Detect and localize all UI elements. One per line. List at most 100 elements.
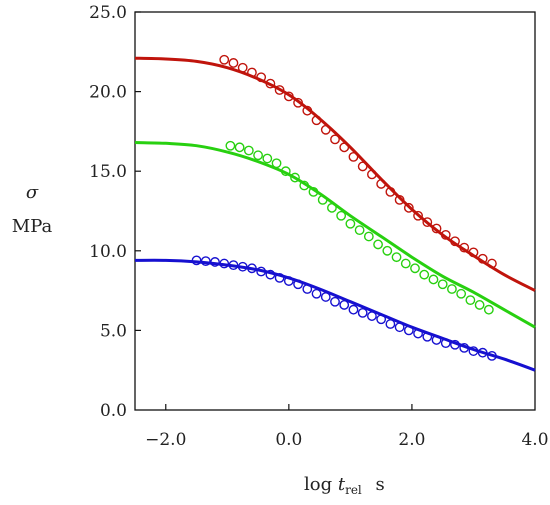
series-2-data-point (234, 142, 245, 153)
series-1-data-point (228, 58, 239, 68)
series-3-data-point (385, 319, 396, 329)
y-tick-label: 15.0 (89, 162, 127, 182)
series-1-data-point (348, 151, 359, 162)
plot-frame (134, 11, 536, 411)
series-1-data-point (376, 179, 387, 189)
series-2-data-point (308, 186, 319, 197)
series-3-data-point (440, 338, 451, 349)
series-1-data-point (394, 194, 405, 205)
series-3-data-point (403, 325, 414, 336)
y-tick-label: 0.0 (100, 401, 127, 421)
series-3-data-point (293, 279, 303, 290)
series-3-fit-line (134, 258, 536, 372)
series-1-data-point (302, 105, 313, 116)
y-tick-label: 10.0 (89, 242, 127, 262)
series-2-data-point (253, 150, 263, 161)
x-axis-label-prefix: log (304, 474, 332, 495)
series-1-data-point (339, 142, 350, 153)
series-2-data-point (280, 166, 291, 177)
series-2-data-point (373, 239, 383, 250)
series-1-data-point (385, 186, 396, 197)
series-layer (134, 54, 536, 372)
series-3-data-point (274, 272, 285, 283)
series-2-data-point (465, 295, 476, 306)
series-3-data-point (477, 347, 488, 358)
series-3-data-point (348, 304, 359, 315)
series-2-data-point (447, 284, 457, 294)
y-axis-label-symbol: σ (26, 182, 39, 203)
series-3-data-point (320, 292, 331, 302)
series-2-data-point (391, 252, 402, 263)
series-3-data-point (237, 261, 248, 272)
x-tick-label: 0.0 (275, 430, 302, 450)
series-2-data-point (290, 172, 300, 183)
series-1-data-point (413, 210, 423, 221)
series-3-data-point (431, 335, 442, 345)
series-1-data-point (283, 91, 294, 102)
x-tick-label: 4.0 (521, 430, 548, 450)
series-1-data-point (237, 62, 248, 73)
series-1-data-point (440, 229, 451, 240)
series-1-data-point (265, 78, 276, 89)
series-1-data-point (330, 134, 340, 145)
series-1-data-point (247, 67, 257, 78)
series-2-data-point (428, 274, 439, 285)
series-3-data-point (228, 260, 239, 271)
series-3-data-point (283, 276, 294, 286)
series-3 (134, 255, 536, 372)
series-1 (134, 54, 536, 292)
series-2-data-point (410, 263, 420, 274)
series-2-data-point (382, 245, 393, 256)
series-1-data-point (357, 161, 368, 172)
series-1-data-point (468, 247, 479, 258)
series-3-data-point (200, 256, 211, 267)
x-tick-label: −2.0 (145, 430, 186, 450)
series-2-data-point (345, 218, 356, 229)
series-3-data-point (256, 266, 267, 277)
series-2-data-point (271, 158, 282, 169)
series-2-data-point (474, 300, 485, 310)
series-3-data-point (394, 322, 405, 333)
series-2-data-point (483, 304, 494, 315)
series-1-data-point (256, 72, 267, 83)
series-3-data-point (413, 328, 423, 339)
series-3-data-point (487, 350, 497, 361)
series-3-data-point (468, 346, 479, 356)
series-1-data-point (459, 242, 470, 253)
y-axis: 0.0 5.0 10.0 15.0 20.0 25.0 (89, 3, 141, 421)
y-tick-label: 20.0 (89, 83, 127, 103)
series-2-data-point (419, 269, 430, 280)
series-3-data-point (191, 255, 202, 266)
x-axis-label-unit: s (376, 474, 385, 495)
series-2-data-point (327, 202, 337, 213)
series-3-data-point (357, 307, 368, 318)
series-3-data-point (302, 284, 313, 294)
series-1-data-point (274, 85, 285, 95)
series-2-data-point (456, 288, 467, 299)
series-2-data-point (317, 194, 328, 205)
series-3-data-point (450, 339, 460, 350)
x-axis: −2.0 0.0 2.0 4.0 (145, 404, 549, 450)
series-2-data-point (243, 145, 254, 156)
x-axis-label: log trel s (304, 474, 385, 499)
series-3-data-point (339, 300, 350, 310)
series-3-data-point (247, 263, 257, 274)
series-3-data-point (376, 314, 387, 325)
series-2-data-point (225, 140, 236, 151)
series-3-data-point (459, 343, 470, 353)
series-2 (134, 140, 536, 329)
x-axis-label-var: t (338, 474, 346, 495)
series-1-data-point (450, 236, 460, 247)
series-1-data-point (477, 253, 488, 264)
series-3-data-point (265, 269, 276, 280)
y-axis-label-unit: MPa (12, 216, 53, 237)
series-1-data-point (293, 97, 303, 108)
series-2-data-point (299, 180, 310, 191)
y-tick-label: 25.0 (89, 3, 127, 23)
x-axis-label-sub: rel (345, 483, 362, 497)
series-1-data-point (422, 217, 433, 228)
series-2-data-point (336, 210, 347, 221)
series-2-data-point (437, 279, 448, 290)
series-1-data-point (431, 223, 442, 234)
